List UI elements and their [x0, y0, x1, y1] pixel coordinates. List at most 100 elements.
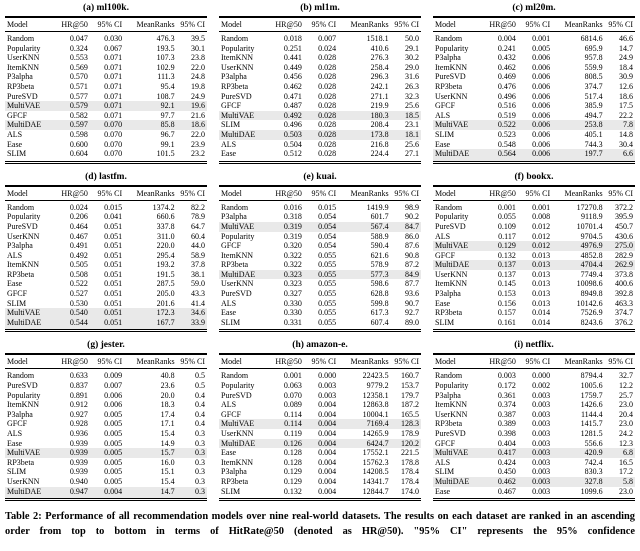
- model-name-cell: ItemKNN: [221, 250, 253, 260]
- table-row: RP3beta 0.476 0.006 374.7 12.6: [433, 82, 635, 92]
- value-cell: 0.006: [532, 53, 551, 63]
- value-cell: 23.0: [619, 400, 633, 410]
- value-cell: 95.4: [160, 81, 175, 91]
- value-cell: 0.055: [318, 269, 337, 279]
- value-cell: 1759.7: [580, 390, 603, 400]
- column-header: Model: [433, 185, 486, 201]
- value-cell: 0.004: [318, 448, 337, 458]
- table-row: UserKNN 0.137 0.013 7749.4 373.8: [433, 270, 635, 280]
- value-cell: 0.129: [283, 476, 302, 486]
- value-cell: 187.2: [401, 400, 419, 410]
- results-table-body: Random 0.003 0.000 8794.4 32.7 Popularity 0.17…: [433, 369, 635, 500]
- model-name-cell: RP3beta: [7, 457, 35, 467]
- table-row: Ease 0.128 0.004 17552.1 221.5: [219, 448, 421, 458]
- table-row: RP3beta 0.389 0.003 1415.7 23.0: [433, 419, 635, 429]
- value-cell: 0.006: [104, 390, 123, 400]
- model-name-cell: ItemKNN: [221, 457, 253, 467]
- results-table-head: Model HR@50 95% CI MeanRanks 95% CI: [433, 354, 635, 370]
- value-cell: 99.1: [160, 139, 175, 149]
- table-row: RP3beta 0.508 0.051 191.5 38.1: [5, 270, 207, 280]
- value-cell: 0.006: [532, 139, 551, 149]
- value-cell: 0.126: [283, 438, 302, 448]
- table-row: P3alpha 0.570 0.071 111.3 24.8: [5, 72, 207, 82]
- value-cell: 0.417: [497, 448, 516, 458]
- value-cell: 0.374: [497, 400, 516, 410]
- model-name-cell: MultiVAE: [435, 241, 469, 251]
- value-cell: 0.005: [104, 419, 123, 429]
- value-cell: 271.1: [370, 91, 389, 101]
- value-cell: 0.322: [283, 260, 302, 270]
- value-cell: 0.012: [532, 221, 551, 231]
- model-name-cell: PureSVD: [435, 221, 466, 231]
- model-name-cell: MultiVAE: [221, 419, 255, 429]
- model-name-cell: RP3beta: [221, 476, 249, 486]
- value-cell: 0.323: [283, 269, 302, 279]
- value-cell: 494.7: [584, 110, 603, 120]
- value-cell: 26.3: [405, 81, 419, 91]
- model-name-cell: GFCF: [221, 101, 242, 111]
- model-name-cell: RP3beta: [435, 419, 463, 429]
- model-name-cell: P3alpha: [7, 72, 33, 82]
- value-cell: 22423.5: [362, 371, 389, 381]
- value-cell: 16.5: [619, 457, 633, 467]
- value-cell: 173.8: [370, 129, 389, 139]
- value-cell: 102.9: [156, 62, 175, 72]
- subtable: (g) jester. Model HR@50 95% CI MeanRanks 95% …: [5, 339, 207, 502]
- model-name-cell: RP3beta: [435, 308, 463, 318]
- results-table: Model HR@50 95% CI MeanRanks 95% CI Random 0.0…: [433, 353, 635, 502]
- model-name-cell: Ease: [435, 486, 451, 496]
- value-cell: 96.7: [160, 129, 175, 139]
- table-row: Random 0.024 0.015 1374.2 82.2: [5, 200, 207, 212]
- table-row-highlighted: MultiDAE 0.462 0.003 327.8 5.8: [433, 476, 635, 487]
- table-row-highlighted: MultiVAE 0.522 0.006 253.8 7.8: [433, 120, 635, 130]
- value-cell: 0.582: [69, 110, 88, 120]
- value-cell: 15.1: [160, 467, 175, 477]
- value-cell: 0.014: [532, 308, 551, 318]
- value-cell: 0.051: [104, 279, 123, 289]
- value-cell: 10142.6: [576, 298, 603, 308]
- column-header: 95% CI: [89, 354, 125, 370]
- table-row: Popularity 0.319 0.054 588.9 86.0: [219, 232, 421, 242]
- value-cell: 9704.5: [580, 231, 603, 241]
- table-row: Ease 0.548 0.006 744.3 30.4: [433, 140, 635, 150]
- table-row: SLIM 0.450 0.003 830.3 17.2: [433, 467, 635, 477]
- model-name-cell: MultiDAE: [7, 486, 42, 496]
- value-cell: 0.063: [283, 381, 302, 391]
- value-cell: 0.4: [195, 390, 205, 400]
- value-cell: 120.2: [401, 438, 419, 448]
- value-cell: 0.928: [69, 419, 88, 429]
- value-cell: 0.006: [104, 400, 123, 410]
- value-cell: 0.006: [532, 110, 551, 120]
- value-cell: 14.8: [619, 129, 633, 139]
- value-cell: 31.6: [405, 72, 419, 82]
- value-cell: 0.004: [497, 34, 516, 43]
- value-cell: 0.496: [283, 120, 302, 130]
- value-cell: 9779.2: [366, 381, 389, 391]
- value-cell: 6814.6: [580, 34, 603, 43]
- value-cell: 0.318: [283, 212, 302, 222]
- value-cell: 0.530: [69, 298, 88, 308]
- model-name-cell: P3alpha: [7, 241, 33, 251]
- table-row: ItemKNN 0.462 0.006 559.9 18.4: [433, 63, 635, 73]
- value-cell: 0.028: [318, 72, 337, 82]
- column-header: HR@50: [271, 17, 304, 32]
- value-cell: 0.940: [69, 476, 88, 486]
- value-cell: 0.001: [497, 202, 516, 212]
- value-cell: 0.005: [104, 448, 123, 458]
- value-cell: 90.8: [405, 250, 419, 260]
- value-cell: 24.9: [619, 53, 633, 63]
- subtable: (i) netflix. Model HR@50 95% CI MeanRanks 95%…: [433, 339, 635, 502]
- value-cell: 0.013: [532, 250, 551, 260]
- model-name-cell: ItemKNN: [435, 400, 467, 410]
- value-cell: 30.1: [191, 43, 205, 53]
- value-cell: 1144.4: [580, 409, 603, 419]
- model-name-cell: Ease: [435, 298, 451, 308]
- model-name-cell: PureSVD: [221, 390, 252, 400]
- value-cell: 0.051: [104, 260, 123, 270]
- model-name-cell: Random: [7, 34, 35, 43]
- column-header: 95% CI: [390, 185, 421, 201]
- value-cell: 0.003: [532, 448, 551, 458]
- table-row: PureSVD 0.469 0.006 808.5 30.9: [433, 72, 635, 82]
- model-name-cell: P3alpha: [435, 390, 461, 400]
- value-cell: 0.003: [532, 429, 551, 438]
